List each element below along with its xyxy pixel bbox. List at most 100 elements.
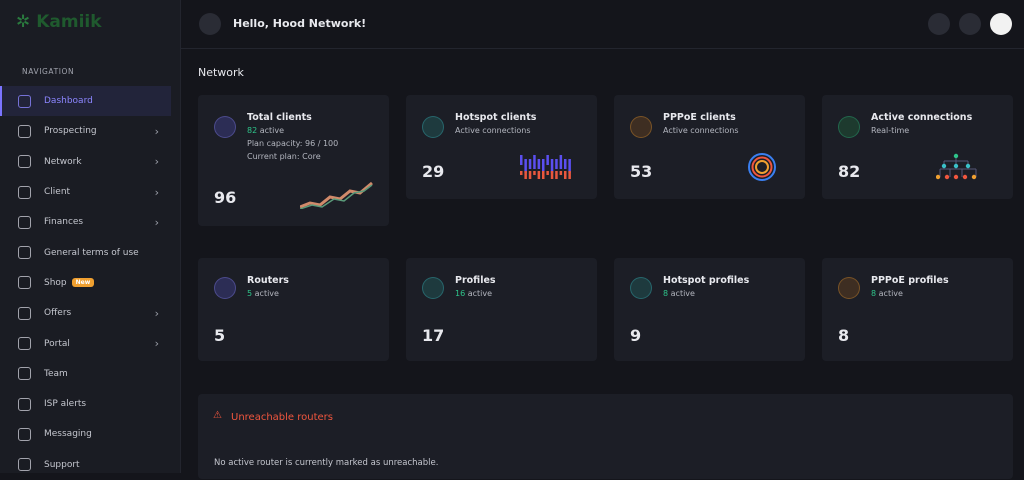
nav-item[interactable]: Portal ›	[0, 328, 171, 358]
nav-item[interactable]: Dashboard	[0, 86, 171, 117]
menu-button[interactable]	[199, 13, 221, 35]
card-title: Routers	[247, 275, 289, 286]
nav-item[interactable]: Support	[0, 450, 171, 480]
nav-icon	[18, 155, 31, 169]
card-line: Plan capacity: 96 / 100	[247, 139, 339, 148]
active-label: active	[878, 289, 903, 298]
card-active: 8 active	[663, 289, 695, 298]
logo: ✲	[16, 12, 31, 32]
card-icon	[422, 277, 444, 299]
chevron: ›	[154, 215, 159, 229]
nav-label: ISP alerts	[44, 399, 87, 410]
card-active: 8 active	[871, 289, 903, 298]
nav-icon	[18, 94, 31, 108]
card-title: Hotspot profiles	[663, 275, 750, 286]
active-count: 82	[247, 126, 258, 135]
card-active: 82 active	[247, 126, 284, 135]
card-active: 16 active	[455, 289, 492, 298]
brand[interactable]: ✲ Kamiik	[16, 12, 102, 32]
nav-item[interactable]: Client ›	[0, 177, 171, 207]
card-value: 8	[838, 326, 850, 345]
nav-label: Messaging	[44, 429, 92, 440]
avatar[interactable]	[990, 13, 1012, 35]
nav-icon	[18, 427, 31, 441]
stat-card: Hotspot clients Active connections 29	[406, 95, 597, 199]
nav-badge: New	[71, 278, 95, 288]
nav-item[interactable]: ISP alerts	[0, 389, 171, 419]
nav-icon	[18, 246, 31, 260]
nav-item[interactable]: General terms of use	[0, 237, 171, 267]
language-button[interactable]	[928, 13, 950, 35]
nav-label: Prospecting	[44, 126, 97, 137]
card-graphic	[748, 153, 776, 181]
nav-item[interactable]: Messaging	[0, 419, 171, 449]
card-value: 5	[214, 326, 226, 345]
nav-item[interactable]: Network ›	[0, 147, 171, 177]
brand-name: Kamiik	[36, 12, 102, 32]
nav-icon	[18, 185, 31, 199]
card-graphic	[936, 153, 977, 180]
topbar: Hello, Hood Network!	[181, 0, 1024, 49]
nav-item[interactable]: Shop New	[0, 268, 171, 298]
card-graphic	[300, 181, 373, 209]
nav-label: Shop	[44, 277, 67, 288]
active-label: active	[670, 289, 695, 298]
card-line: Current plan: Core	[247, 152, 321, 161]
nav-label: Dashboard	[44, 96, 93, 107]
card-subtitle: Active connections	[663, 126, 739, 135]
nav-label: Network	[44, 156, 82, 167]
greeting: Hello, Hood Network!	[233, 17, 367, 30]
card-value: 9	[630, 326, 642, 345]
card-title: PPPoE profiles	[871, 275, 949, 286]
nav-icon	[18, 124, 31, 138]
card-icon	[630, 277, 652, 299]
chevron: ›	[154, 124, 159, 138]
stat-card: Total clients 82 active Plan capacity: 96 …	[198, 95, 389, 226]
card-icon	[214, 277, 236, 299]
nav-icon	[18, 215, 31, 229]
alert-title: Unreachable routers	[231, 412, 333, 423]
nav-label: Support	[44, 459, 80, 470]
card-subtitle: Active connections	[455, 126, 531, 135]
card-value: 29	[422, 162, 445, 181]
card-value: 53	[630, 162, 653, 181]
active-count: 8	[663, 289, 669, 298]
card-icon	[838, 116, 860, 138]
card-title: Profiles	[455, 275, 496, 286]
card-icon	[630, 116, 652, 138]
nav-item[interactable]: Finances ›	[0, 207, 171, 237]
theme-button[interactable]	[959, 13, 981, 35]
card-subtitle: Real-time	[871, 126, 910, 135]
nav-label: Portal	[44, 338, 70, 349]
nav-item[interactable]: Team	[0, 359, 171, 389]
card-icon	[214, 116, 236, 138]
warning-icon: ⚠	[213, 410, 222, 421]
stat-card: Active connections Real-time 82	[822, 95, 1013, 199]
nav-icon	[18, 337, 31, 351]
card-title: Active connections	[871, 112, 973, 123]
stat-card: Profiles 16 active 17	[406, 258, 597, 361]
nav-list: Dashboard Prospecting › Network › Client › Fina…	[0, 86, 181, 480]
stat-card: PPPoE clients Active connections 53	[614, 95, 805, 199]
nav-label: Offers	[44, 308, 72, 319]
card-icon	[838, 277, 860, 299]
nav-icon	[18, 397, 31, 411]
card-icon	[422, 116, 444, 138]
nav-section: NAVIGATION	[22, 67, 75, 76]
nav-item[interactable]: Prospecting ›	[0, 116, 171, 146]
nav-icon	[18, 276, 31, 290]
nav-item[interactable]: Offers ›	[0, 298, 171, 328]
card-title: Hotspot clients	[455, 112, 537, 123]
nav-label: General terms of use	[44, 247, 139, 258]
stat-card: Hotspot profiles 8 active 9	[614, 258, 805, 361]
active-label: active	[259, 126, 285, 135]
alert-panel: ⚠ Unreachable routers No active router i…	[198, 394, 1013, 479]
nav-icon	[18, 367, 31, 381]
card-active: 5 active	[247, 289, 279, 298]
nav-label: Client	[44, 187, 71, 198]
active-label: active	[254, 289, 279, 298]
nav-icon	[18, 306, 31, 320]
card-value: 96	[214, 188, 237, 207]
chevron: ›	[154, 185, 159, 199]
